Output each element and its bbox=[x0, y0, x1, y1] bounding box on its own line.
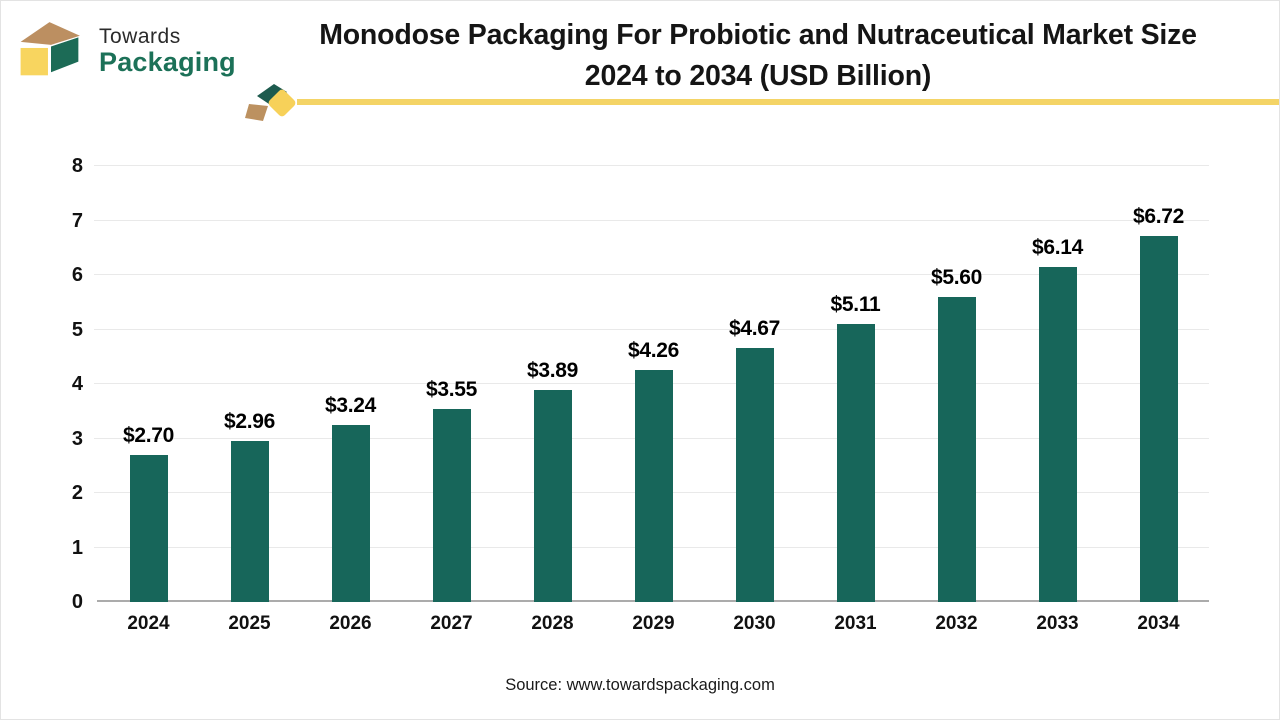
brand-logo: Towards Packaging bbox=[13, 11, 236, 91]
accent-underline bbox=[297, 99, 1279, 105]
page-title: Monodose Packaging For Probiotic and Nut… bbox=[251, 15, 1265, 97]
bar-2032 bbox=[937, 296, 976, 602]
box-logo-icon bbox=[20, 22, 80, 76]
y-axis-tick-label: 8 bbox=[71, 155, 83, 177]
bar-value-label: $5.60 bbox=[930, 265, 983, 289]
brand-logo-text: Towards Packaging bbox=[99, 24, 236, 77]
bar-slot: $2.70 bbox=[98, 166, 199, 602]
bar-value-label: $4.67 bbox=[728, 316, 781, 340]
gridline bbox=[94, 219, 1209, 221]
bar-value-label: $3.55 bbox=[425, 377, 478, 401]
bar-value-label: $6.14 bbox=[1031, 236, 1084, 260]
x-axis-label: 2029 bbox=[632, 613, 675, 634]
bar-2025 bbox=[230, 440, 269, 602]
bar-value-label: $3.24 bbox=[324, 394, 377, 418]
y-axis-tick-label: 1 bbox=[71, 536, 83, 559]
bar-slot: $3.55 bbox=[401, 166, 502, 602]
bar-value-label: $5.11 bbox=[830, 292, 881, 316]
y-axis-tick-label: 6 bbox=[71, 264, 83, 286]
x-axis-label: 2033 bbox=[1036, 613, 1079, 634]
bar-chart-plot-area: $2.70 $2.96 $3.24 $3.55 $3.89 $4.26 $4.67 $5.11… bbox=[94, 165, 1209, 602]
logo-word-towards: Towards bbox=[99, 24, 181, 48]
y-axis-tick-label: 7 bbox=[71, 209, 83, 232]
bar-2031 bbox=[836, 323, 875, 602]
bar-slot: $6.72 bbox=[1108, 166, 1209, 602]
bar-2026 bbox=[331, 425, 370, 602]
bar-slot: $5.60 bbox=[906, 166, 1007, 602]
bar-2034 bbox=[1139, 235, 1178, 602]
y-axis-tick-label: 3 bbox=[71, 427, 83, 450]
source-text: Source: www.towardspackaging.com bbox=[505, 676, 775, 694]
bar-2028 bbox=[533, 390, 572, 602]
bar-slot: $5.11 bbox=[805, 166, 906, 602]
x-axis: 2024 2025 2026 2027 2028 2029 2030 2031 2032 2033… bbox=[98, 613, 1209, 635]
bar-value-label: $4.26 bbox=[627, 338, 680, 362]
page-title-line2: 2024 to 2034 (USD Billion) bbox=[584, 60, 932, 92]
y-axis-tick-label: 0 bbox=[71, 591, 83, 613]
y-axis-tick-label: 5 bbox=[71, 318, 83, 341]
bar-2024 bbox=[129, 454, 168, 602]
bar-value-label: $2.96 bbox=[223, 409, 276, 433]
x-axis-label: 2032 bbox=[935, 613, 978, 634]
y-axis-tick-label: 2 bbox=[71, 482, 83, 504]
x-axis-label: 2025 bbox=[228, 613, 271, 634]
x-axis-label: 2034 bbox=[1137, 613, 1180, 634]
bar-slot: $4.26 bbox=[603, 166, 704, 602]
bar-2027 bbox=[432, 408, 471, 602]
x-axis-label: 2031 bbox=[834, 613, 877, 634]
bar-2033 bbox=[1038, 267, 1077, 602]
x-axis-label: 2026 bbox=[329, 613, 372, 634]
bar-slot: $6.14 bbox=[1007, 166, 1108, 602]
y-axis: 0 1 2 3 4 5 6 7 8 bbox=[41, 156, 83, 612]
bar-2029 bbox=[634, 369, 673, 602]
x-axis-label: 2024 bbox=[127, 613, 170, 634]
bar-value-label: $3.89 bbox=[526, 359, 579, 382]
gridline bbox=[94, 274, 1209, 275]
bar-slot: $4.67 bbox=[704, 166, 805, 602]
bar-slot: $3.89 bbox=[502, 166, 603, 602]
y-axis-tick-label: 4 bbox=[71, 373, 83, 395]
bar-slot: $3.24 bbox=[300, 166, 401, 602]
bar-slot: $2.96 bbox=[199, 166, 300, 602]
x-axis-label: 2030 bbox=[733, 613, 776, 634]
bar-2030 bbox=[735, 347, 774, 602]
logo-word-packaging: Packaging bbox=[99, 46, 236, 77]
gridline bbox=[94, 328, 1209, 330]
gridline bbox=[94, 165, 1209, 166]
bar-value-label: $6.72 bbox=[1132, 204, 1185, 228]
bar-value-label: $2.70 bbox=[122, 423, 175, 447]
page-title-line1: Monodose Packaging For Probiotic and Nut… bbox=[319, 19, 1197, 51]
x-axis-label: 2027 bbox=[430, 613, 473, 634]
x-axis-label: 2028 bbox=[531, 613, 574, 634]
diamond-accent-icon bbox=[245, 84, 296, 121]
